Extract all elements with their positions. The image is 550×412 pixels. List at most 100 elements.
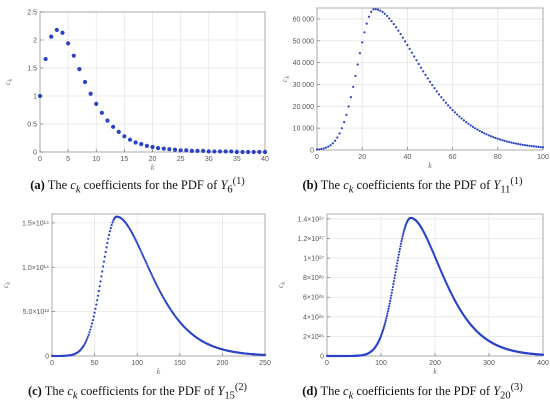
data-point (465, 121, 468, 124)
data-point (141, 253, 144, 256)
caption-b-pre: The (320, 178, 344, 193)
data-point (136, 242, 139, 245)
data-point (154, 282, 158, 285)
data-point (99, 110, 104, 115)
caption-b-label: (b) (302, 178, 318, 193)
data-point (458, 115, 461, 118)
data-point (489, 135, 493, 138)
data-point (234, 149, 239, 155)
data-point (101, 270, 104, 273)
data-point (408, 47, 411, 51)
data-point (88, 331, 91, 334)
data-point (437, 93, 441, 96)
data-point (460, 117, 463, 120)
data-point (392, 283, 395, 286)
data-point (262, 149, 268, 155)
y-axis-label-sub: k (281, 282, 287, 285)
caption-a-label: (a) (30, 178, 45, 193)
data-point (467, 122, 470, 125)
data-point (71, 53, 76, 58)
y-tick-label: 4×10²⁶ (303, 314, 324, 321)
data-point (135, 240, 138, 243)
y-tick-label: 0 (320, 354, 324, 361)
data-point (384, 321, 387, 324)
data-point (535, 145, 538, 148)
chart-d-svg: 0 100 200 300 400 0 2×10²⁶ 4×10²⁶ 6×10²⁶ 8×10²⁶ 1×… (276, 213, 549, 376)
x-tick-label: 250 (259, 360, 271, 367)
data-point (528, 144, 531, 147)
data-point (110, 223, 113, 227)
data-point (402, 230, 405, 234)
data-point (84, 340, 88, 343)
caption-b-var: Y (493, 178, 501, 193)
data-point (108, 230, 112, 233)
data-point (451, 109, 454, 112)
data-point (329, 144, 332, 147)
data-point (60, 30, 65, 35)
y-tick-label: 8×10²⁶ (303, 275, 324, 282)
data-point (331, 142, 334, 145)
x-tick-label: 60 (449, 154, 457, 161)
data-point (246, 149, 251, 155)
data-point (501, 139, 504, 142)
caption-a-sym-sub: k (75, 184, 81, 196)
data-point (263, 353, 267, 357)
caption-d-mid: coefficients for the PDF of (353, 384, 494, 399)
data-point (322, 147, 325, 150)
x-tick-label: 400 (537, 360, 549, 367)
data-point (361, 41, 364, 44)
x-axis-label: k (433, 367, 437, 376)
y-tick-label: 30 000 (293, 82, 315, 89)
y-tick-label: 40 000 (293, 60, 315, 67)
data-point (85, 338, 89, 341)
data-point (88, 91, 93, 96)
data-point (471, 125, 475, 128)
x-tick-label: 0 (50, 360, 54, 367)
data-point (112, 219, 115, 222)
data-point (102, 260, 106, 263)
y-tick-label: 1 (33, 94, 37, 101)
x-tick-label: 30 (205, 156, 213, 163)
data-point (514, 142, 517, 145)
caption-c-label: (c) (27, 384, 42, 399)
y-tick-label: 1.0×10¹⁴ (22, 265, 49, 272)
data-point (189, 148, 194, 153)
data-point (396, 259, 399, 262)
data-point (431, 83, 434, 87)
x-tick-label: 0 (325, 360, 329, 367)
data-point (116, 129, 121, 134)
chart-panel-a: 0 5 10 15 20 25 30 35 40 0 0.5 1 1.5 2 2.5 k ck (a) The … (0, 0, 275, 206)
caption-b-var-sub: 11 (500, 184, 511, 196)
data-point (84, 341, 87, 345)
data-point (111, 124, 116, 129)
data-point (257, 149, 262, 155)
caption-d-var-sup: (3) (510, 382, 523, 393)
data-point (206, 149, 211, 154)
data-point (530, 144, 533, 148)
data-point (391, 285, 394, 289)
data-point (394, 271, 397, 274)
data-point (136, 243, 140, 247)
data-point (469, 124, 472, 127)
data-point (388, 302, 391, 305)
data-point (517, 142, 520, 146)
data-point (382, 328, 385, 331)
data-point (435, 90, 438, 93)
caption-d-label: (d) (302, 384, 318, 399)
series-points-a (37, 27, 268, 155)
data-point (134, 238, 137, 241)
data-point (139, 249, 142, 252)
x-tick-label: 50 (91, 360, 99, 367)
data-point (99, 280, 102, 283)
y-tick-label: 6×10²⁶ (303, 295, 324, 302)
x-tick-label: 80 (494, 154, 502, 161)
y-axis-label: ck (1, 282, 12, 289)
data-point (140, 251, 143, 254)
data-point (386, 310, 390, 313)
data-point (389, 299, 392, 303)
data-point (106, 241, 109, 245)
y-axis-label-sub: k (6, 282, 12, 285)
data-point (406, 44, 409, 47)
data-point (90, 322, 94, 325)
data-point (347, 105, 350, 108)
